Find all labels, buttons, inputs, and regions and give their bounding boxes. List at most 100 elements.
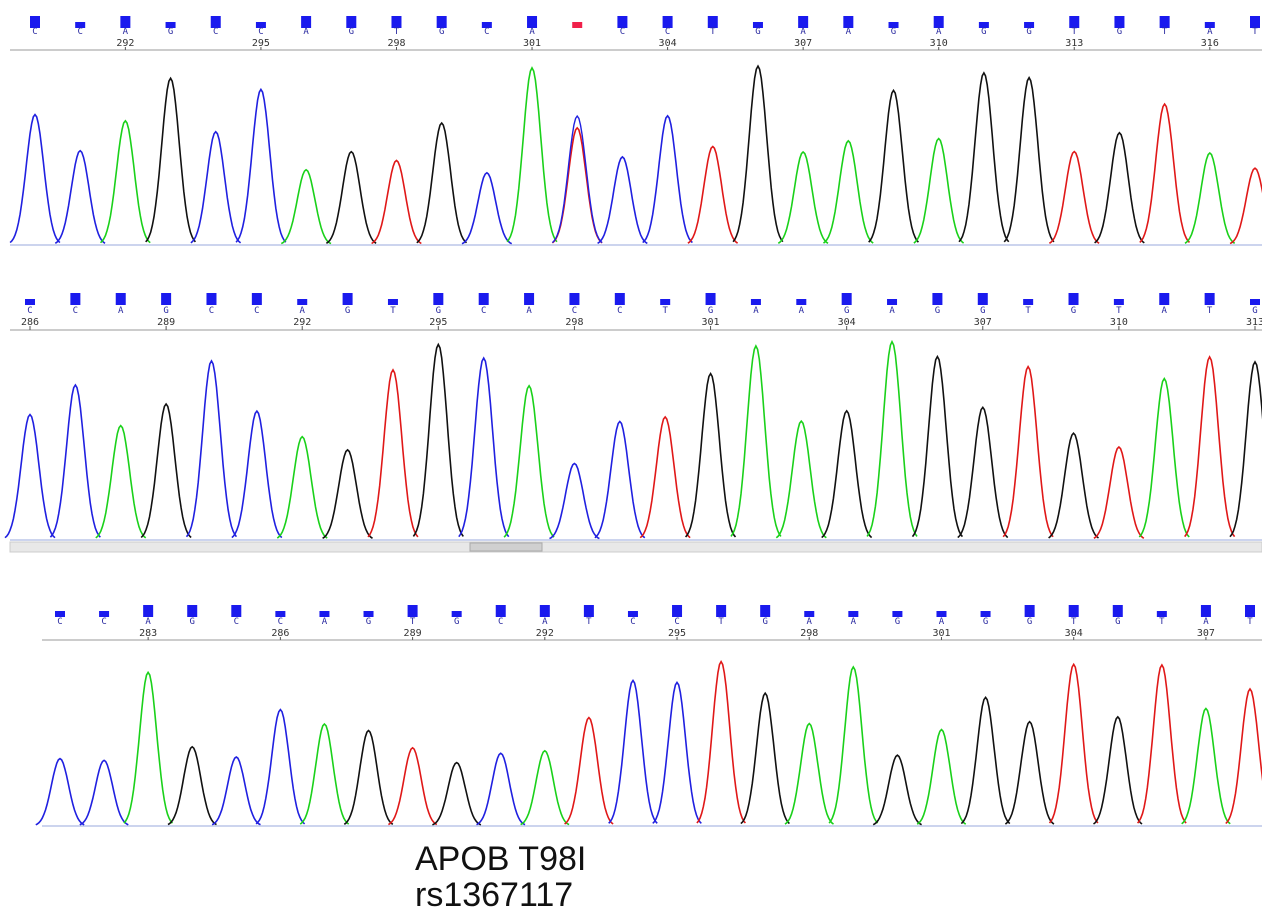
- trace-peak: [785, 724, 834, 825]
- quality-square: [1159, 293, 1169, 305]
- base-call: G: [366, 617, 371, 627]
- base-call: G: [1117, 27, 1122, 37]
- quality-square: [408, 605, 418, 617]
- base-call: A: [123, 27, 129, 37]
- trace-peak: [187, 361, 237, 537]
- trace-peak: [432, 763, 481, 825]
- quality-square: [1069, 605, 1079, 617]
- base-call: T: [390, 306, 396, 316]
- trace-peak: [1182, 709, 1231, 824]
- trace-peak: [778, 152, 828, 243]
- base-call: A: [542, 617, 548, 627]
- quality-square: [496, 605, 506, 617]
- base-call: G: [1115, 617, 1120, 627]
- trace-peak: [867, 342, 917, 537]
- trace-peak: [1230, 168, 1262, 243]
- trace-peak: [146, 78, 196, 242]
- trace-peak: [1050, 664, 1098, 823]
- trace-peak: [824, 141, 874, 243]
- trace-peak: [1004, 78, 1054, 242]
- base-call: C: [213, 27, 218, 37]
- trace-peak: [741, 693, 790, 823]
- trace-peak: [124, 672, 172, 823]
- trace-peak: [10, 115, 60, 243]
- trace-peak: [829, 667, 878, 823]
- quality-square: [1114, 299, 1124, 305]
- trace-peak: [50, 385, 100, 537]
- base-call: A: [529, 27, 535, 37]
- trace-peak: [1095, 133, 1145, 243]
- quality-square: [1113, 605, 1123, 617]
- base-call: A: [846, 27, 852, 37]
- quality-square: [388, 299, 398, 305]
- base-call: C: [32, 27, 37, 37]
- base-call: G: [895, 617, 900, 627]
- trace-peak: [1003, 367, 1053, 537]
- base-call: C: [481, 306, 486, 316]
- base-call: T: [410, 617, 416, 627]
- trace-peak: [96, 426, 146, 538]
- base-call: C: [278, 617, 283, 627]
- trace-peak: [141, 404, 191, 538]
- quality-square: [206, 293, 216, 305]
- base-call: G: [891, 27, 896, 37]
- trace-peak: [1049, 152, 1099, 244]
- base-call: A: [753, 306, 759, 316]
- quality-square: [1025, 605, 1035, 617]
- base-call: C: [27, 306, 32, 316]
- base-call: G: [349, 27, 354, 37]
- trace-peak: [256, 710, 305, 824]
- trace-peak: [733, 66, 783, 242]
- trace-peak: [873, 755, 921, 825]
- base-call: C: [77, 27, 82, 37]
- base-call: C: [234, 617, 239, 627]
- base-call: A: [300, 306, 306, 316]
- trace-peak: [326, 152, 376, 244]
- trace-peak: [595, 422, 645, 538]
- quality-square: [297, 299, 307, 305]
- base-call: G: [1071, 306, 1076, 316]
- base-call: A: [939, 617, 945, 627]
- trace-peak: [959, 73, 1009, 242]
- trace-peak: [168, 747, 217, 825]
- quality-square: [1250, 299, 1260, 305]
- base-call: C: [620, 27, 625, 37]
- trace-peak: [281, 170, 331, 244]
- trace-peak: [598, 157, 648, 244]
- base-call: C: [57, 617, 62, 627]
- base-call: G: [439, 27, 444, 37]
- trace-peak: [36, 759, 84, 825]
- trace-peak: [372, 161, 422, 244]
- quality-square: [1205, 293, 1215, 305]
- base-call: A: [118, 306, 124, 316]
- quality-square: [433, 293, 443, 305]
- trace-peak: [688, 147, 738, 244]
- trace-peak: [1230, 362, 1262, 537]
- trace-peak: [565, 718, 614, 824]
- trace-peak: [323, 450, 373, 538]
- quality-square: [796, 299, 806, 305]
- quality-square: [572, 22, 582, 28]
- caption-snp: rs1367117: [415, 876, 573, 908]
- quality-square: [569, 293, 579, 305]
- scroll-thumb: [470, 543, 542, 551]
- trace-peak: [507, 68, 557, 242]
- trace-peak: [413, 345, 463, 537]
- base-call: G: [345, 306, 350, 316]
- quality-square: [540, 605, 550, 617]
- base-call: C: [258, 27, 263, 37]
- base-call: T: [1162, 27, 1168, 37]
- trace-peak: [686, 374, 736, 537]
- base-call: T: [1159, 617, 1165, 627]
- base-call: A: [799, 306, 805, 316]
- base-call: C: [665, 27, 670, 37]
- trace-peak: [643, 116, 693, 243]
- base-call: G: [163, 306, 168, 316]
- base-call: C: [630, 617, 635, 627]
- trace-peak: [300, 724, 349, 824]
- trace-peak: [609, 681, 658, 824]
- base-call: T: [1207, 306, 1213, 316]
- trace-peak: [5, 415, 55, 538]
- quality-square: [70, 293, 80, 305]
- trace-peak: [961, 697, 1010, 823]
